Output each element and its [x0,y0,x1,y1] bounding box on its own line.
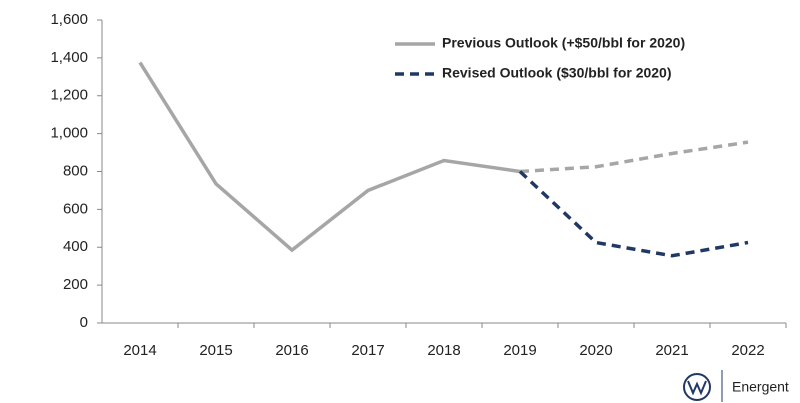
x-tick-label: 2022 [731,342,764,359]
logo: Energent [683,370,789,402]
x-tick-label: 2014 [123,342,156,359]
x-tick-label: 2020 [579,342,612,359]
x-tick-label: 2019 [503,342,536,359]
series-line [138,61,521,253]
y-tick-label: 600 [63,200,88,217]
y-tick-label: 1,600 [50,11,88,28]
logo-text: Energent [732,379,789,395]
series-line [518,170,749,258]
y-tick-label: 200 [63,276,88,293]
y-tick-label: 1,400 [50,49,88,66]
y-tick-label: 1,200 [50,87,88,104]
legend-label: Revised Outlook ($30/bbl for 2020) [442,65,672,81]
x-tick-label: 2021 [655,342,688,359]
series-line [519,140,749,174]
y-tick-label: 400 [63,238,88,255]
x-tick-label: 2018 [427,342,460,359]
x-tick-label: 2016 [275,342,308,359]
x-tick-label: 2015 [199,342,232,359]
y-tick-label: 0 [80,314,88,331]
logo-w [687,380,707,396]
y-tick-label: 1,000 [50,125,88,142]
legend-label: Previous Outlook (+$50/bbl for 2020) [442,35,685,51]
x-tick-label: 2017 [351,342,384,359]
y-tick-label: 800 [63,162,88,179]
logo-mark [683,373,711,401]
